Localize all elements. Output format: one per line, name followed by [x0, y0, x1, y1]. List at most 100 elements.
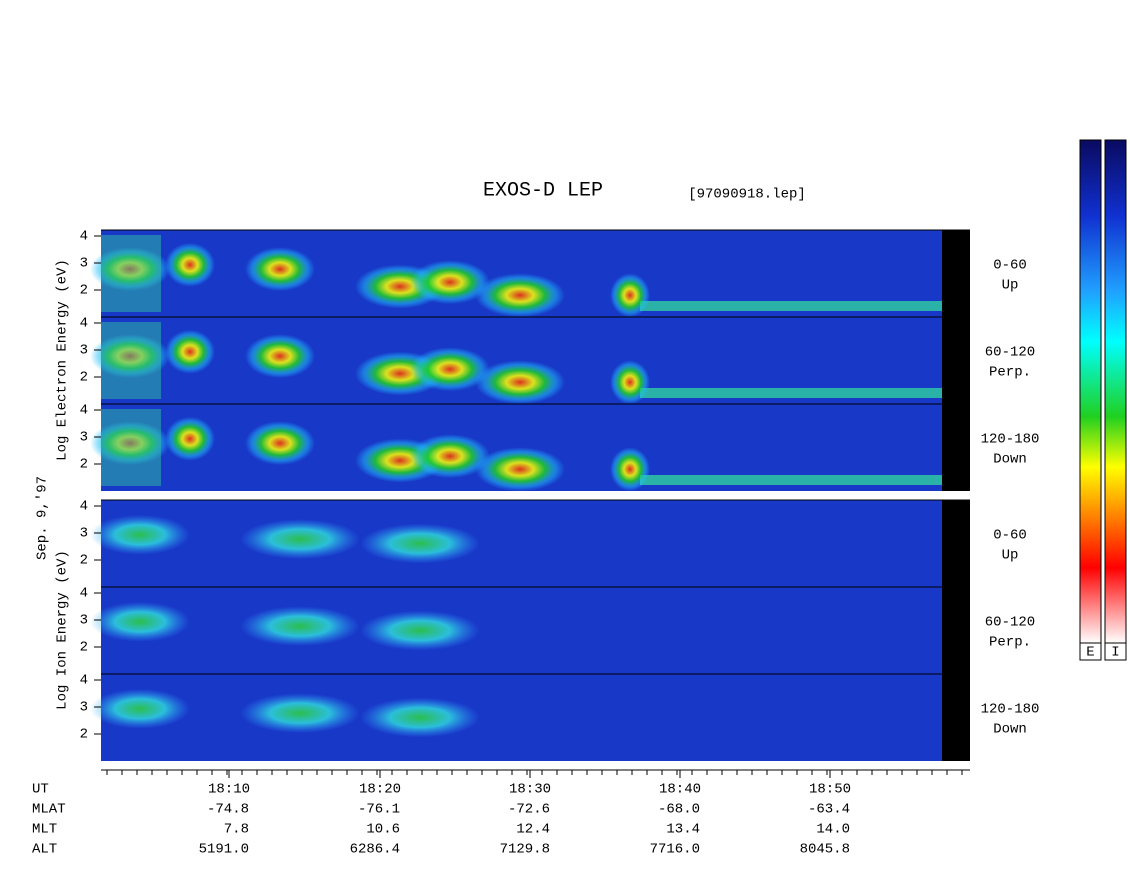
intensity	[165, 329, 215, 374]
spectrogram	[101, 587, 942, 674]
row-value: -74.8	[207, 802, 249, 818]
file-name: [97090918.lep]	[688, 187, 806, 203]
color-bar-box	[1079, 642, 1102, 661]
time-label: 18:40	[659, 782, 701, 798]
row-value: 5191.0	[199, 842, 249, 858]
pitch-angle: 0-60	[993, 258, 1027, 274]
row-label: ALT	[32, 842, 57, 858]
left-band	[101, 409, 161, 486]
y-tick-label: 3	[80, 700, 88, 716]
color-bar	[1079, 139, 1102, 644]
row-value: -72.6	[508, 802, 550, 818]
intensity	[475, 273, 565, 318]
pitch-angle: 120-180	[981, 432, 1040, 448]
intensity	[90, 514, 190, 555]
direction: Up	[1002, 548, 1019, 564]
intensity	[475, 360, 565, 405]
no-data	[942, 404, 970, 491]
intensity	[165, 242, 215, 287]
y-tick-label: 2	[80, 370, 88, 386]
intensity	[610, 360, 650, 405]
row-value: 8045.8	[800, 842, 850, 858]
time-label: 18:50	[809, 782, 851, 798]
row-label: MLT	[32, 822, 57, 838]
y-tick-label: 2	[80, 283, 88, 299]
direction: Up	[1002, 278, 1019, 294]
spectrogram	[101, 500, 942, 587]
pitch-angle: 120-180	[981, 702, 1040, 718]
spectrograms: 4 3 2 0-60 Up 4 3 2 60-120 Perp. 4 3 2 120-180 Down 4 3 2…	[80, 229, 1040, 761]
color-bar-label: E	[1086, 645, 1094, 661]
time-axis-ticks: UT 18:10 18:20 18:30 18:40 18:50 MLAT -74.8 -76.…	[32, 770, 963, 858]
intensity	[610, 447, 650, 492]
low-band	[640, 388, 942, 398]
row-value: 13.4	[666, 822, 700, 838]
low-band	[640, 301, 942, 311]
intensity	[245, 334, 315, 379]
y-tick-label: 2	[80, 457, 88, 473]
intensity	[245, 421, 315, 466]
y-tick-label: 3	[80, 343, 88, 359]
intensity	[410, 260, 490, 305]
row-value: -68.0	[658, 802, 700, 818]
color-bar-label: I	[1111, 645, 1119, 661]
pitch-angle: 60-120	[985, 345, 1035, 361]
intensity	[240, 606, 360, 647]
row-value: 7.8	[224, 822, 249, 838]
time-label: 18:10	[208, 782, 250, 798]
row-value: -63.4	[808, 802, 850, 818]
no-data	[942, 587, 970, 674]
y-tick-label: 3	[80, 613, 88, 629]
y-tick-label: 3	[80, 256, 88, 272]
spectrogram	[101, 674, 942, 761]
intensity	[90, 688, 190, 729]
intensity	[90, 601, 190, 642]
y-tick-label: 3	[80, 526, 88, 542]
y-tick-label: 4	[80, 586, 88, 602]
ion-axis-label: Log Ion Energy (eV)	[55, 550, 71, 710]
row-value: 7129.8	[500, 842, 550, 858]
direction: Perp.	[989, 365, 1031, 381]
y-tick-label: 3	[80, 430, 88, 446]
y-tick-label: 2	[80, 640, 88, 656]
intensity	[245, 247, 315, 292]
left-band	[101, 322, 161, 399]
intensity	[360, 697, 480, 738]
row-label: MLAT	[32, 802, 66, 818]
no-data	[942, 674, 970, 761]
title: EXOS-D LEP	[483, 179, 603, 202]
time-label: 18:20	[359, 782, 401, 798]
pitch-angle: 0-60	[993, 528, 1027, 544]
no-data	[942, 500, 970, 587]
y-tick-label: 4	[80, 403, 88, 419]
intensity	[610, 273, 650, 318]
intensity	[240, 519, 360, 560]
row-value: 7716.0	[650, 842, 700, 858]
left-band	[101, 235, 161, 312]
low-band	[640, 475, 942, 485]
intensity	[475, 447, 565, 492]
row-value: 6286.4	[350, 842, 400, 858]
time-label: 18:30	[509, 782, 551, 798]
intensity	[360, 523, 480, 564]
color-bar	[1104, 139, 1127, 644]
date-label: Sep. 9,'97	[35, 476, 51, 560]
y-tick-label: 2	[80, 553, 88, 569]
intensity	[240, 693, 360, 734]
color-bar-box	[1104, 642, 1127, 661]
direction: Down	[993, 722, 1027, 738]
intensity	[360, 610, 480, 651]
no-data	[942, 317, 970, 404]
direction: Down	[993, 452, 1027, 468]
y-tick-label: 4	[80, 229, 88, 245]
electron-axis-label: Log Electron Energy (eV)	[55, 259, 71, 461]
row-value: 12.4	[516, 822, 550, 838]
y-tick-label: 4	[80, 316, 88, 332]
row-label: UT	[32, 782, 49, 798]
no-data	[942, 230, 970, 317]
row-value: 10.6	[366, 822, 400, 838]
intensity	[410, 347, 490, 392]
y-tick-label: 4	[80, 673, 88, 689]
direction: Perp.	[989, 635, 1031, 651]
